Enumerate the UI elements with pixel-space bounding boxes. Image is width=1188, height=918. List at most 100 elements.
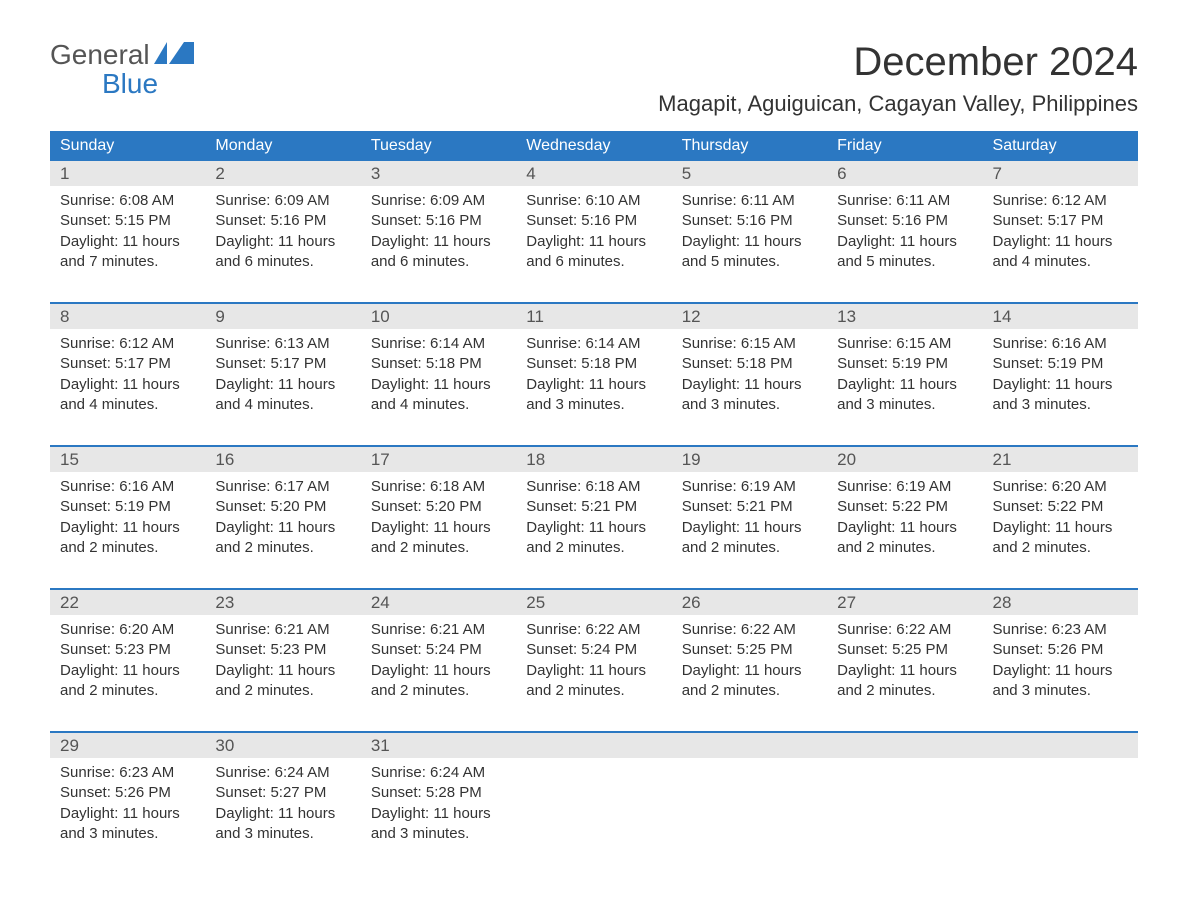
day-day1: Daylight: 11 hours [682,661,817,681]
day-cell: Sunrise: 6:24 AMSunset: 5:28 PMDaylight:… [361,758,516,852]
day-sunrise: Sunrise: 6:12 AM [60,334,195,354]
day-day2: and 2 minutes. [837,681,972,701]
day-day1: Daylight: 11 hours [60,232,195,252]
day-number: 18 [516,447,671,472]
day-day1: Daylight: 11 hours [60,661,195,681]
day-day2: and 2 minutes. [215,538,350,558]
day-number-row: 891011121314 [50,304,1138,329]
week-block: 891011121314Sunrise: 6:12 AMSunset: 5:17… [50,304,1138,423]
day-number: 17 [361,447,516,472]
day-cell: Sunrise: 6:12 AMSunset: 5:17 PMDaylight:… [50,329,205,423]
day-sunrise: Sunrise: 6:20 AM [60,620,195,640]
day-day2: and 2 minutes. [60,681,195,701]
day-cell: Sunrise: 6:14 AMSunset: 5:18 PMDaylight:… [361,329,516,423]
day-sunset: Sunset: 5:16 PM [215,211,350,231]
day-cell: Sunrise: 6:18 AMSunset: 5:21 PMDaylight:… [516,472,671,566]
day-day2: and 3 minutes. [682,395,817,415]
day-day1: Daylight: 11 hours [60,375,195,395]
day-cell: Sunrise: 6:20 AMSunset: 5:23 PMDaylight:… [50,615,205,709]
day-sunset: Sunset: 5:21 PM [526,497,661,517]
day-day2: and 7 minutes. [60,252,195,272]
day-number: 20 [827,447,982,472]
day-cell: Sunrise: 6:13 AMSunset: 5:17 PMDaylight:… [205,329,360,423]
flag-icon [154,40,194,69]
day-cell: Sunrise: 6:15 AMSunset: 5:19 PMDaylight:… [827,329,982,423]
day-day2: and 2 minutes. [682,538,817,558]
day-sunrise: Sunrise: 6:10 AM [526,191,661,211]
day-sunrise: Sunrise: 6:17 AM [215,477,350,497]
day-sunrise: Sunrise: 6:19 AM [837,477,972,497]
logo-top-row: General [50,40,194,69]
day-day1: Daylight: 11 hours [215,232,350,252]
day-cell: Sunrise: 6:23 AMSunset: 5:26 PMDaylight:… [983,615,1138,709]
day-cell: Sunrise: 6:21 AMSunset: 5:23 PMDaylight:… [205,615,360,709]
dow-tuesday: Tuesday [361,131,516,161]
day-day1: Daylight: 11 hours [371,232,506,252]
day-sunrise: Sunrise: 6:14 AM [371,334,506,354]
day-sunrise: Sunrise: 6:14 AM [526,334,661,354]
day-sunrise: Sunrise: 6:08 AM [60,191,195,211]
day-sunset: Sunset: 5:18 PM [526,354,661,374]
day-sunset: Sunset: 5:17 PM [60,354,195,374]
day-number: 4 [516,161,671,186]
week-block: 22232425262728Sunrise: 6:20 AMSunset: 5:… [50,590,1138,709]
day-sunrise: Sunrise: 6:12 AM [993,191,1128,211]
month-title: December 2024 [658,40,1138,85]
day-sunset: Sunset: 5:18 PM [371,354,506,374]
day-sunrise: Sunrise: 6:22 AM [526,620,661,640]
day-cell: Sunrise: 6:21 AMSunset: 5:24 PMDaylight:… [361,615,516,709]
day-day2: and 4 minutes. [371,395,506,415]
day-cell: Sunrise: 6:22 AMSunset: 5:24 PMDaylight:… [516,615,671,709]
day-sunrise: Sunrise: 6:09 AM [215,191,350,211]
day-cell [672,758,827,852]
day-number: 21 [983,447,1138,472]
day-cell: Sunrise: 6:09 AMSunset: 5:16 PMDaylight:… [205,186,360,280]
day-sunrise: Sunrise: 6:23 AM [60,763,195,783]
day-day1: Daylight: 11 hours [837,518,972,538]
day-day1: Daylight: 11 hours [215,518,350,538]
day-number: 15 [50,447,205,472]
day-day1: Daylight: 11 hours [837,375,972,395]
dow-friday: Friday [827,131,982,161]
day-cell: Sunrise: 6:17 AMSunset: 5:20 PMDaylight:… [205,472,360,566]
day-cell: Sunrise: 6:18 AMSunset: 5:20 PMDaylight:… [361,472,516,566]
day-number: 2 [205,161,360,186]
day-day1: Daylight: 11 hours [215,661,350,681]
day-cell: Sunrise: 6:10 AMSunset: 5:16 PMDaylight:… [516,186,671,280]
weeks-container: 1234567Sunrise: 6:08 AMSunset: 5:15 PMDa… [50,161,1138,852]
day-sunrise: Sunrise: 6:21 AM [215,620,350,640]
day-body-row: Sunrise: 6:23 AMSunset: 5:26 PMDaylight:… [50,758,1138,852]
day-day2: and 5 minutes. [682,252,817,272]
day-sunset: Sunset: 5:16 PM [526,211,661,231]
dow-saturday: Saturday [983,131,1138,161]
day-day2: and 2 minutes. [526,681,661,701]
day-cell: Sunrise: 6:11 AMSunset: 5:16 PMDaylight:… [827,186,982,280]
day-number [827,733,982,758]
day-sunset: Sunset: 5:24 PM [526,640,661,660]
day-number: 8 [50,304,205,329]
day-sunset: Sunset: 5:16 PM [371,211,506,231]
day-sunset: Sunset: 5:20 PM [371,497,506,517]
day-day1: Daylight: 11 hours [215,804,350,824]
day-day1: Daylight: 11 hours [837,232,972,252]
day-sunrise: Sunrise: 6:22 AM [682,620,817,640]
calendar: Sunday Monday Tuesday Wednesday Thursday… [50,131,1138,852]
day-number: 29 [50,733,205,758]
day-cell [516,758,671,852]
day-sunset: Sunset: 5:28 PM [371,783,506,803]
day-number: 25 [516,590,671,615]
day-cell: Sunrise: 6:14 AMSunset: 5:18 PMDaylight:… [516,329,671,423]
day-sunset: Sunset: 5:22 PM [993,497,1128,517]
day-day2: and 3 minutes. [215,824,350,844]
day-number-row: 22232425262728 [50,590,1138,615]
logo-text-blue: Blue [102,69,194,98]
day-number: 1 [50,161,205,186]
day-sunset: Sunset: 5:15 PM [60,211,195,231]
dow-thursday: Thursday [672,131,827,161]
week-block: 15161718192021Sunrise: 6:16 AMSunset: 5:… [50,447,1138,566]
day-number: 27 [827,590,982,615]
day-sunset: Sunset: 5:22 PM [837,497,972,517]
day-number: 19 [672,447,827,472]
day-sunset: Sunset: 5:20 PM [215,497,350,517]
location-text: Magapit, Aguiguican, Cagayan Valley, Phi… [658,91,1138,117]
